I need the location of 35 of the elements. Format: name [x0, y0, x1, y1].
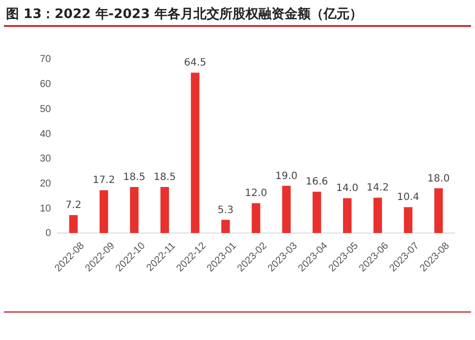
bar — [282, 186, 291, 233]
bar — [343, 198, 352, 233]
bar — [100, 190, 108, 233]
data-label: 18.5 — [154, 172, 176, 184]
data-label: 12.0 — [244, 188, 268, 200]
y-tick-label: 20 — [40, 178, 52, 190]
data-label: 10.4 — [397, 192, 420, 204]
y-tick-label: 60 — [40, 79, 52, 90]
bar — [312, 192, 322, 233]
chart-title: 图 13：2022 年-2023 年各月北交所股权融资金额（亿元） — [6, 6, 362, 22]
data-label: 19.0 — [275, 170, 298, 182]
y-tick-label: 70 — [40, 54, 52, 66]
data-label: 17.2 — [92, 175, 115, 186]
bar — [404, 207, 412, 233]
data-label: 14.0 — [336, 183, 358, 194]
data-label: 18.5 — [123, 172, 146, 184]
bar — [160, 187, 169, 233]
bar — [252, 203, 260, 233]
bar — [69, 215, 78, 233]
y-tick-label: 10 — [40, 203, 52, 214]
y-tick-label: 50 — [40, 104, 52, 115]
data-label: 5.3 — [218, 204, 234, 216]
data-label: 18.0 — [427, 173, 450, 184]
bar — [190, 72, 200, 233]
y-tick-label: 40 — [40, 128, 52, 140]
y-tick-label: 30 — [40, 154, 52, 165]
bar — [434, 188, 443, 233]
data-label: 16.6 — [306, 176, 328, 188]
bar — [373, 198, 382, 233]
bar — [221, 220, 230, 233]
bar — [130, 187, 139, 233]
y-tick-label: 0 — [45, 228, 52, 240]
data-label: 14.2 — [366, 182, 389, 194]
data-label: 7.2 — [65, 200, 82, 212]
data-label: 64.5 — [184, 58, 206, 69]
